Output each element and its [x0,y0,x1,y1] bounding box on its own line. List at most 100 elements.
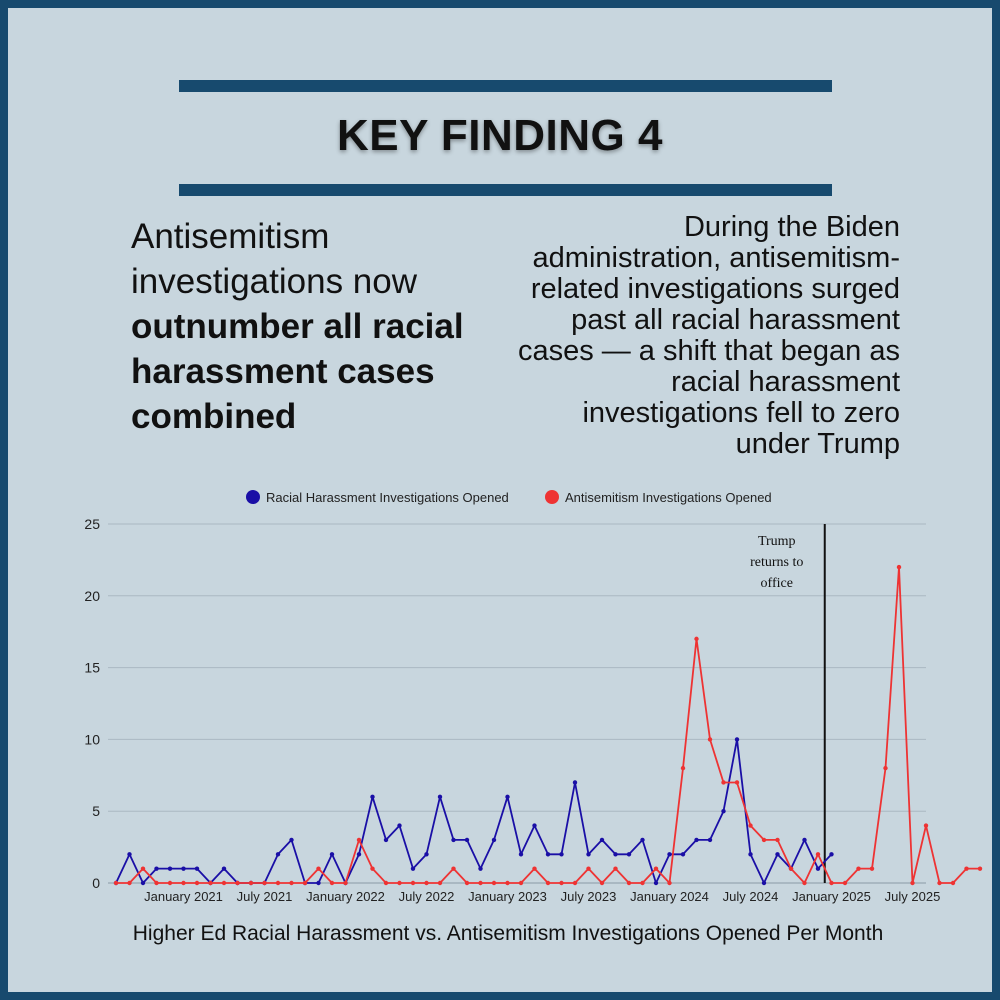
data-point [667,852,672,857]
data-point [680,765,686,771]
data-point [545,852,551,857]
data-point [640,837,645,843]
data-point [829,880,834,886]
data-point [788,866,794,871]
key-claim: Antisemitism investigations now outnumbe… [131,214,511,439]
y-tick-label: 25 [84,516,100,532]
y-tick-label: 10 [84,731,100,747]
x-tick-label: January 2025 [792,889,871,904]
key-claim-bold-1: outnumber all racial [131,307,464,346]
data-point [505,880,510,886]
data-point [208,880,213,886]
data-point [343,880,348,886]
series-line [116,566,980,884]
top-rule [179,80,832,92]
legend-marker [246,490,260,504]
data-point [532,866,537,871]
data-point [235,880,240,886]
data-point [451,866,456,871]
data-point [370,794,375,800]
bottom-rule [179,184,832,196]
data-point [599,837,605,843]
y-tick-label: 15 [84,660,100,676]
data-point [559,880,564,886]
data-point [964,866,969,871]
data-point [721,780,726,785]
data-point [181,866,186,871]
data-point [748,823,753,828]
data-point [356,852,362,857]
x-tick-label: July 2025 [885,889,941,904]
data-point [842,880,848,886]
key-claim-bold-3: combined [131,397,297,436]
data-point [653,866,659,871]
data-point [559,852,564,857]
data-point [680,852,686,857]
data-point [572,880,578,886]
data-point [802,880,807,886]
x-tick-label: January 2023 [468,889,547,904]
headline: KEY FINDING 4 [337,111,663,160]
data-point [154,866,159,871]
data-point [262,880,267,886]
data-point [154,880,159,886]
data-point [613,866,618,871]
explanation-line: past all racial harassment [571,304,900,336]
data-point [370,866,375,871]
data-point [518,880,524,886]
data-point [815,866,821,871]
data-point [896,564,902,570]
data-point [586,852,591,857]
data-point [775,852,780,857]
explanation-line: During the Biden [683,211,900,243]
explanation-line: racial harassment [671,366,900,398]
data-point [397,823,402,828]
data-point [505,794,510,800]
data-point [734,737,740,742]
key-claim-bold-2: harassment cases [131,352,435,391]
y-tick-label: 20 [84,588,100,604]
explanation-line: related investigations surged [530,273,900,305]
data-point [140,866,146,871]
x-tick-label: January 2021 [144,889,223,904]
legend-label: Racial Harassment Investigations Opened [266,490,509,505]
x-tick-label: July 2022 [399,889,455,904]
data-point [437,880,443,886]
data-point [869,866,875,871]
data-point [464,880,470,886]
data-point [748,852,753,857]
data-point [923,823,929,828]
data-point [802,837,807,843]
data-point [761,880,767,886]
data-point [289,880,294,886]
data-point [491,880,497,886]
annotation-label: office [761,576,793,591]
data-point [613,852,618,857]
data-point [626,852,632,857]
data-point [275,852,281,857]
data-point [694,636,699,642]
data-point [194,880,200,886]
data-point [167,880,173,886]
data-point [532,823,537,828]
data-point [127,852,132,857]
data-point [478,866,483,871]
data-point [721,809,726,814]
series-line [115,738,833,884]
data-point [221,866,227,871]
data-point [437,794,443,800]
explanation-line: under Trump [735,428,900,460]
data-point [275,880,281,886]
data-point [937,880,942,886]
data-point [640,880,645,886]
data-point [856,866,861,871]
data-point [545,880,551,886]
data-point [478,880,483,886]
data-point [302,880,308,886]
chart-caption: Higher Ed Racial Harassment vs. Antisemi… [132,922,884,945]
data-point [815,852,821,857]
data-point [910,880,915,886]
data-point [626,880,632,886]
data-point [518,852,524,857]
data-point [383,880,389,886]
